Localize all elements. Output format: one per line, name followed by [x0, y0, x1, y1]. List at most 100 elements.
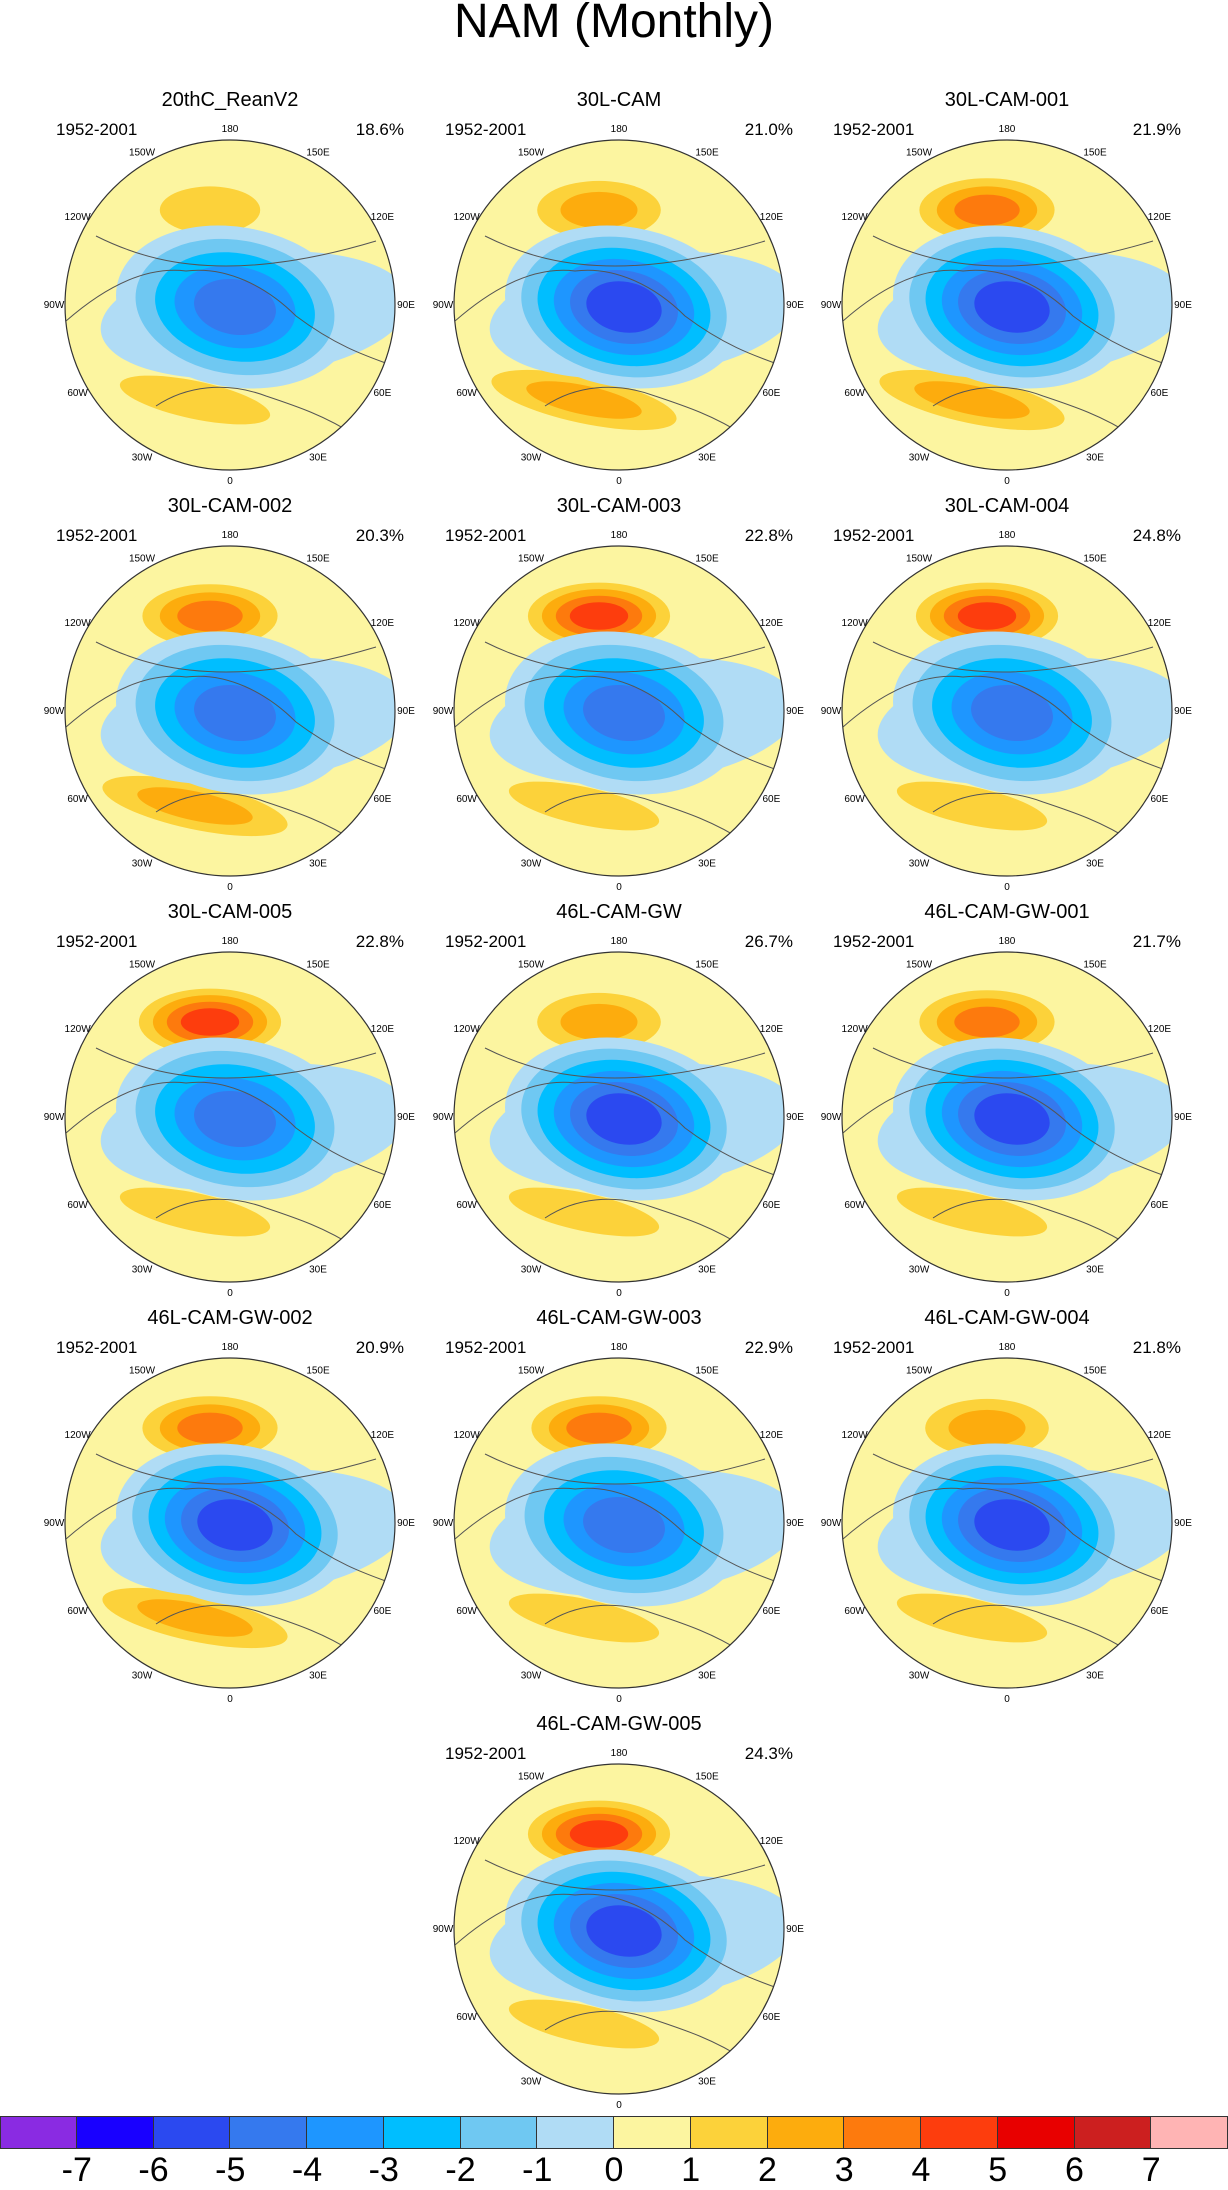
panel-period: 1952-2001	[445, 1744, 527, 1763]
polar-map: 180 150E 120E 90E 60E 30E 0 30W 60W 90W 120W 150W	[433, 936, 805, 1299]
longitude-label: 120E	[760, 618, 784, 629]
longitude-label: 60E	[763, 794, 781, 805]
longitude-label: 90W	[821, 706, 842, 717]
longitude-label: 90W	[433, 1518, 454, 1529]
panel-title: 30L-CAM-005	[167, 901, 293, 923]
contour-fill	[948, 1409, 1026, 1447]
longitude-label: 30E	[309, 1264, 327, 1275]
longitude-label: 180	[999, 124, 1016, 135]
longitude-label: 30E	[1086, 452, 1104, 463]
panel-period: 1952-2001	[56, 932, 138, 951]
longitude-label: 60W	[67, 388, 88, 399]
longitude-label: 120E	[1148, 212, 1172, 223]
panel-period: 1952-2001	[833, 1338, 915, 1357]
contour-fill	[971, 684, 1053, 742]
longitude-label: 180	[999, 936, 1016, 947]
contour-fill	[177, 600, 243, 632]
colorbar-box	[767, 2116, 845, 2148]
coastline	[65, 1453, 395, 1655]
longitude-label: 150E	[695, 960, 719, 971]
longitude-label: 180	[611, 530, 628, 541]
longitude-label: 90W	[433, 300, 454, 311]
longitude-label: 60W	[456, 794, 477, 805]
contour-fill	[974, 1093, 1050, 1145]
longitude-label: 90E	[786, 1112, 804, 1123]
coastline	[454, 1453, 784, 1655]
longitude-label: 30E	[309, 858, 327, 869]
longitude-label: 90W	[44, 1518, 65, 1529]
longitude-label: 120E	[760, 1836, 784, 1847]
contour-fill	[197, 1499, 273, 1551]
coastline	[842, 235, 1172, 437]
longitude-label: 120E	[1148, 1430, 1172, 1441]
contour-fill	[569, 1820, 629, 1848]
panel-period: 1952-2001	[833, 120, 915, 139]
longitude-label: 150W	[129, 148, 156, 159]
colorbar-box	[537, 2116, 614, 2148]
longitude-label: 0	[1004, 476, 1010, 487]
map-boundary	[453, 1763, 785, 2095]
longitude-label: 30E	[698, 1264, 716, 1275]
longitude-label: 60W	[456, 388, 477, 399]
contour-fill	[119, 1187, 271, 1237]
longitude-label: 90E	[786, 1518, 804, 1529]
longitude-label: 90E	[397, 1518, 415, 1529]
map-boundary	[453, 1357, 785, 1689]
panel-variance-pct: 21.0%	[744, 120, 793, 139]
panel-title: 20thC_ReanV2	[161, 89, 299, 111]
coastline	[454, 235, 784, 437]
contour-fill	[180, 1008, 240, 1036]
contour-fill	[508, 1999, 660, 2049]
longitude-label: 30E	[698, 858, 716, 869]
longitude-label: 180	[999, 530, 1016, 541]
longitude-label: 150W	[129, 1366, 156, 1377]
longitude-label: 60W	[456, 2012, 477, 2023]
map-panel: 46L-CAM-GW-003 1952-2001 22.9% 180 150E 120E 9…	[425, 1306, 813, 1705]
map-panel: 46L-CAM-GW 1952-2001 26.7% 180 150E 120E 90E 60…	[425, 900, 813, 1299]
longitude-label: 0	[1004, 1694, 1010, 1705]
longitude-label: 120E	[1148, 1024, 1172, 1035]
panel-variance-pct: 26.7%	[744, 932, 793, 951]
longitude-label: 60E	[1151, 388, 1169, 399]
longitude-label: 120W	[454, 618, 481, 629]
colorbar-tick-label: -4	[291, 2151, 323, 2189]
longitude-label: 150W	[129, 960, 156, 971]
longitude-label: 150E	[695, 554, 719, 565]
panel-period: 1952-2001	[56, 120, 138, 139]
page-title: NAM (Monthly)	[453, 0, 775, 48]
colorbar-box	[844, 2116, 921, 2148]
longitude-label: 0	[227, 1288, 233, 1299]
longitude-label: 60W	[844, 1606, 865, 1617]
longitude-label: 90E	[786, 1924, 804, 1935]
panel-variance-pct: 22.8%	[355, 932, 404, 951]
contour-fill	[586, 281, 662, 333]
longitude-label: 180	[222, 124, 239, 135]
colorbar-box	[614, 2116, 691, 2148]
polar-map: 180 150E 120E 90E 60E 30E 0 30W 60W 90W 120W 150W	[433, 124, 805, 487]
longitude-label: 90E	[397, 1112, 415, 1123]
contour-fill	[508, 1593, 660, 1643]
map-panel: 30L-CAM-003 1952-2001 22.8% 180 150E 120E 90E 6…	[425, 494, 813, 893]
polar-map: 180 150E 120E 90E 60E 30E 0 30W 60W 90W 120W 150W	[821, 936, 1193, 1299]
longitude-label: 0	[616, 2100, 622, 2111]
colorbar-tick-label: 7	[1141, 2151, 1161, 2189]
longitude-label: 30W	[521, 1264, 542, 1275]
colorbar-tick-label: 0	[604, 2151, 624, 2189]
longitude-label: 60E	[374, 794, 392, 805]
map-panel: 20thC_ReanV2 1952-2001 18.6% 180 150E 120E 90E…	[36, 88, 424, 487]
colorbar-box	[921, 2116, 998, 2148]
longitude-label: 0	[1004, 1288, 1010, 1299]
longitude-label: 120W	[454, 1430, 481, 1441]
map-panel: 46L-CAM-GW-002 1952-2001 20.9% 180 150E 120E 9…	[36, 1306, 424, 1705]
contour-fill	[583, 1496, 665, 1554]
map-boundary	[64, 951, 396, 1283]
contour-fill	[508, 781, 660, 831]
colorbar-box	[76, 2116, 154, 2148]
panel-variance-pct: 18.6%	[355, 120, 404, 139]
contour-fill	[526, 381, 642, 419]
longitude-label: 30W	[909, 1264, 930, 1275]
panel-title: 46L-CAM-GW-002	[147, 1307, 313, 1329]
panel-variance-pct: 20.9%	[355, 1338, 404, 1357]
panel-period: 1952-2001	[56, 1338, 138, 1357]
longitude-label: 30E	[1086, 858, 1104, 869]
